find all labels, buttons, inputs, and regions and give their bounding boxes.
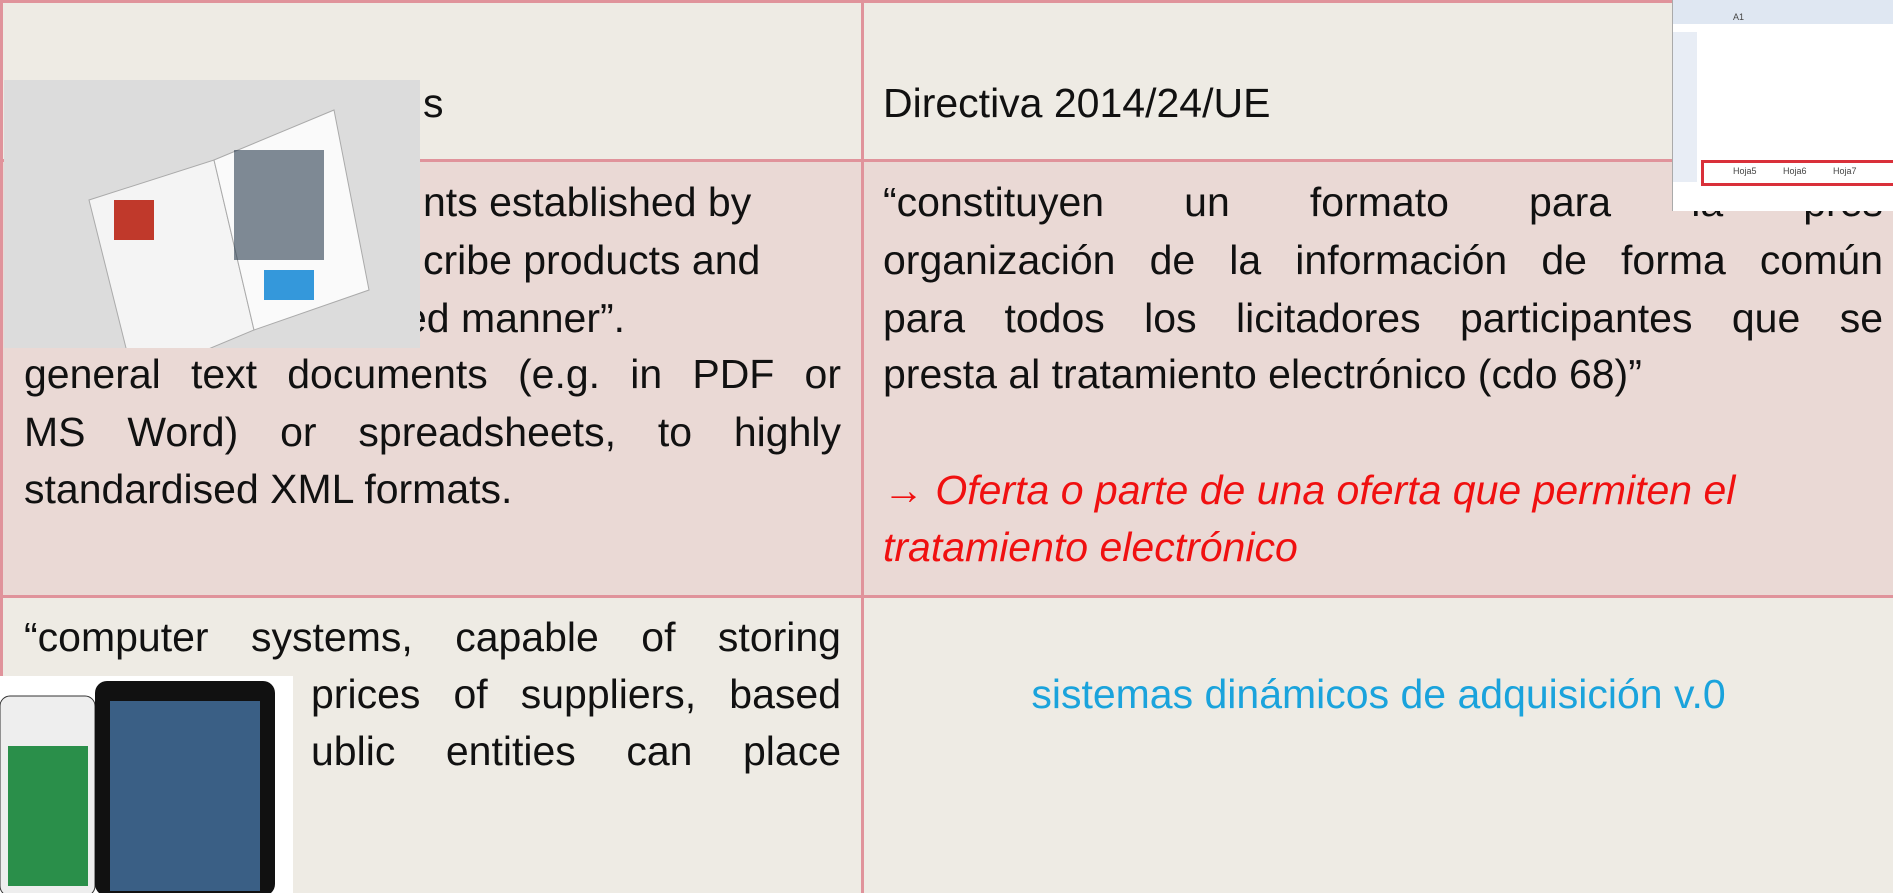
text-line: organización de la información de forma …: [883, 237, 1883, 283]
header-text: Directiva 2014/24/UE: [883, 80, 1271, 126]
catalog-image: [4, 80, 420, 348]
sheet-tab: Hoja6: [1783, 166, 1807, 176]
text-line: presta al tratamiento electrónico (cdo 6…: [883, 351, 1642, 397]
sheet-tab: Hoja7: [1833, 166, 1857, 176]
text-line: “computer systems, capable of storing: [24, 614, 841, 660]
sheet-tab: Hoja5: [1733, 166, 1757, 176]
note-line: tratamiento electrónico: [883, 524, 1298, 570]
catalog-graphic: [88, 109, 370, 348]
text-line: ublic entities can place: [311, 728, 841, 774]
header-text: s: [423, 80, 444, 126]
tab-bar: [1701, 160, 1893, 186]
text-line: para todos los licitadores participantes…: [883, 295, 1883, 341]
cell-ref: A1: [1733, 12, 1745, 22]
spreadsheet-image: A1 Hoja5 Hoja6 Hoja7: [1672, 0, 1893, 211]
row-headers: [1673, 32, 1697, 182]
text-line: prices of suppliers, based: [311, 671, 841, 717]
text-line: cribe products and: [423, 237, 761, 283]
note-line: → Oferta o parte de una oferta que permi…: [883, 467, 1736, 513]
tablet-image: [0, 676, 293, 893]
table-cell: [861, 595, 1893, 893]
link-text: sistemas dinámicos de adquisición v.0: [1031, 671, 1726, 717]
text-line: standardised XML formats.: [24, 466, 513, 512]
tablet-graphic: [0, 681, 275, 893]
text-line: ed manner”.: [404, 295, 626, 341]
toolbar: [1673, 0, 1893, 24]
text-line: general text documents (e.g. in PDF or: [24, 351, 841, 397]
text-line: nts established by: [423, 179, 752, 225]
text-line: MS Word) or spreadsheets, to highly: [24, 409, 841, 455]
